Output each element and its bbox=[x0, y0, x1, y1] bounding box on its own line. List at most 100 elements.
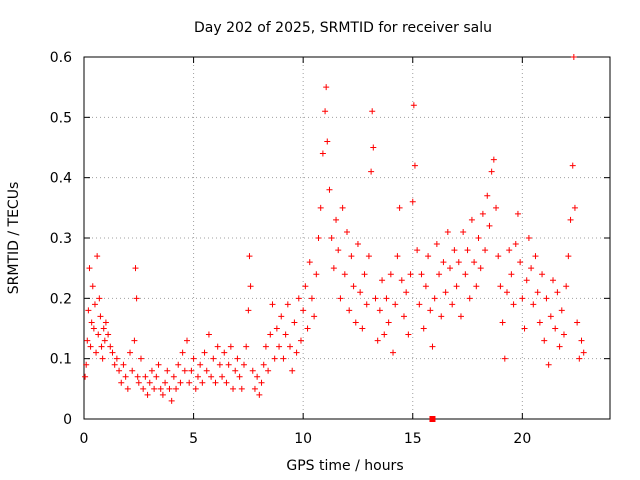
data-point bbox=[422, 283, 429, 290]
data-point bbox=[576, 355, 583, 362]
data-point bbox=[175, 361, 182, 368]
data-point bbox=[427, 307, 434, 314]
y-axis-title: SRMTID / TECUs bbox=[6, 182, 22, 295]
data-point bbox=[153, 373, 160, 380]
data-point bbox=[539, 271, 546, 278]
data-point bbox=[166, 385, 173, 392]
data-point bbox=[501, 355, 508, 362]
data-point bbox=[372, 295, 379, 302]
data-point bbox=[234, 355, 241, 362]
data-point bbox=[190, 355, 197, 362]
data-point bbox=[230, 385, 237, 392]
data-point bbox=[111, 361, 118, 368]
data-point bbox=[127, 349, 134, 356]
data-point bbox=[247, 283, 254, 290]
data-point bbox=[144, 391, 151, 398]
data-point bbox=[409, 198, 416, 205]
y-tick-label: 0.2 bbox=[50, 291, 72, 307]
data-point bbox=[282, 331, 289, 338]
data-point bbox=[287, 343, 294, 350]
y-tick-label: 0.4 bbox=[50, 171, 72, 187]
data-point bbox=[113, 355, 120, 362]
data-point bbox=[490, 156, 497, 163]
data-point bbox=[134, 373, 141, 380]
data-point bbox=[82, 373, 89, 380]
data-point bbox=[407, 271, 414, 278]
data-point bbox=[479, 210, 486, 217]
data-point bbox=[420, 325, 427, 332]
data-point bbox=[297, 337, 304, 344]
data-point bbox=[499, 319, 506, 326]
data-point bbox=[107, 343, 114, 350]
data-point bbox=[240, 361, 247, 368]
data-point bbox=[453, 283, 460, 290]
data-point bbox=[547, 313, 554, 320]
data-point bbox=[341, 271, 348, 278]
data-point bbox=[137, 355, 144, 362]
data-point bbox=[541, 337, 548, 344]
x-tick-label: 15 bbox=[404, 431, 422, 447]
data-point bbox=[565, 253, 572, 260]
data-point bbox=[530, 301, 537, 308]
data-point bbox=[116, 367, 123, 374]
data-point bbox=[438, 313, 445, 320]
data-point bbox=[232, 367, 239, 374]
data-point bbox=[444, 228, 451, 235]
data-point bbox=[267, 331, 274, 338]
data-point bbox=[95, 331, 102, 338]
data-point bbox=[517, 259, 524, 266]
data-point bbox=[251, 385, 258, 392]
data-point bbox=[418, 271, 425, 278]
data-point bbox=[258, 379, 265, 386]
data-point bbox=[315, 235, 322, 241]
data-point bbox=[471, 259, 478, 266]
data-point bbox=[159, 391, 166, 398]
y-tick-label: 0.5 bbox=[50, 110, 72, 126]
data-point bbox=[184, 337, 191, 344]
data-point bbox=[567, 216, 574, 223]
data-point bbox=[519, 295, 526, 302]
data-point bbox=[570, 54, 577, 60]
data-point bbox=[357, 289, 364, 296]
data-point bbox=[475, 235, 482, 241]
data-point bbox=[132, 265, 139, 272]
data-point bbox=[186, 379, 193, 386]
data-point bbox=[289, 367, 296, 374]
data-point bbox=[365, 253, 372, 260]
data-point bbox=[335, 247, 342, 254]
data-point bbox=[85, 307, 92, 314]
data-point bbox=[477, 265, 484, 272]
data-point bbox=[300, 307, 307, 314]
data-point bbox=[308, 295, 315, 302]
data-point bbox=[284, 301, 291, 308]
data-point bbox=[256, 391, 263, 398]
data-point bbox=[197, 361, 204, 368]
data-point bbox=[276, 343, 283, 350]
data-point bbox=[203, 367, 210, 374]
data-point bbox=[91, 301, 98, 308]
data-point bbox=[370, 144, 377, 151]
data-point bbox=[105, 331, 112, 338]
data-point bbox=[405, 331, 412, 338]
data-point bbox=[214, 343, 221, 350]
data-point bbox=[339, 204, 346, 211]
data-point bbox=[164, 367, 171, 374]
data-point bbox=[368, 168, 375, 175]
data-point bbox=[97, 313, 104, 320]
data-point bbox=[205, 331, 212, 338]
data-point bbox=[376, 307, 383, 314]
data-point bbox=[199, 379, 206, 386]
data-point bbox=[188, 367, 195, 374]
data-point bbox=[534, 289, 541, 296]
data-point bbox=[558, 307, 565, 314]
data-point bbox=[525, 235, 532, 241]
data-point bbox=[447, 265, 454, 272]
data-point bbox=[131, 337, 138, 344]
data-point bbox=[181, 367, 188, 374]
data-point bbox=[462, 271, 469, 278]
data-point bbox=[96, 295, 103, 302]
data-point bbox=[99, 355, 106, 362]
data-point bbox=[157, 385, 164, 392]
data-point bbox=[129, 367, 136, 374]
data-point bbox=[396, 204, 403, 211]
